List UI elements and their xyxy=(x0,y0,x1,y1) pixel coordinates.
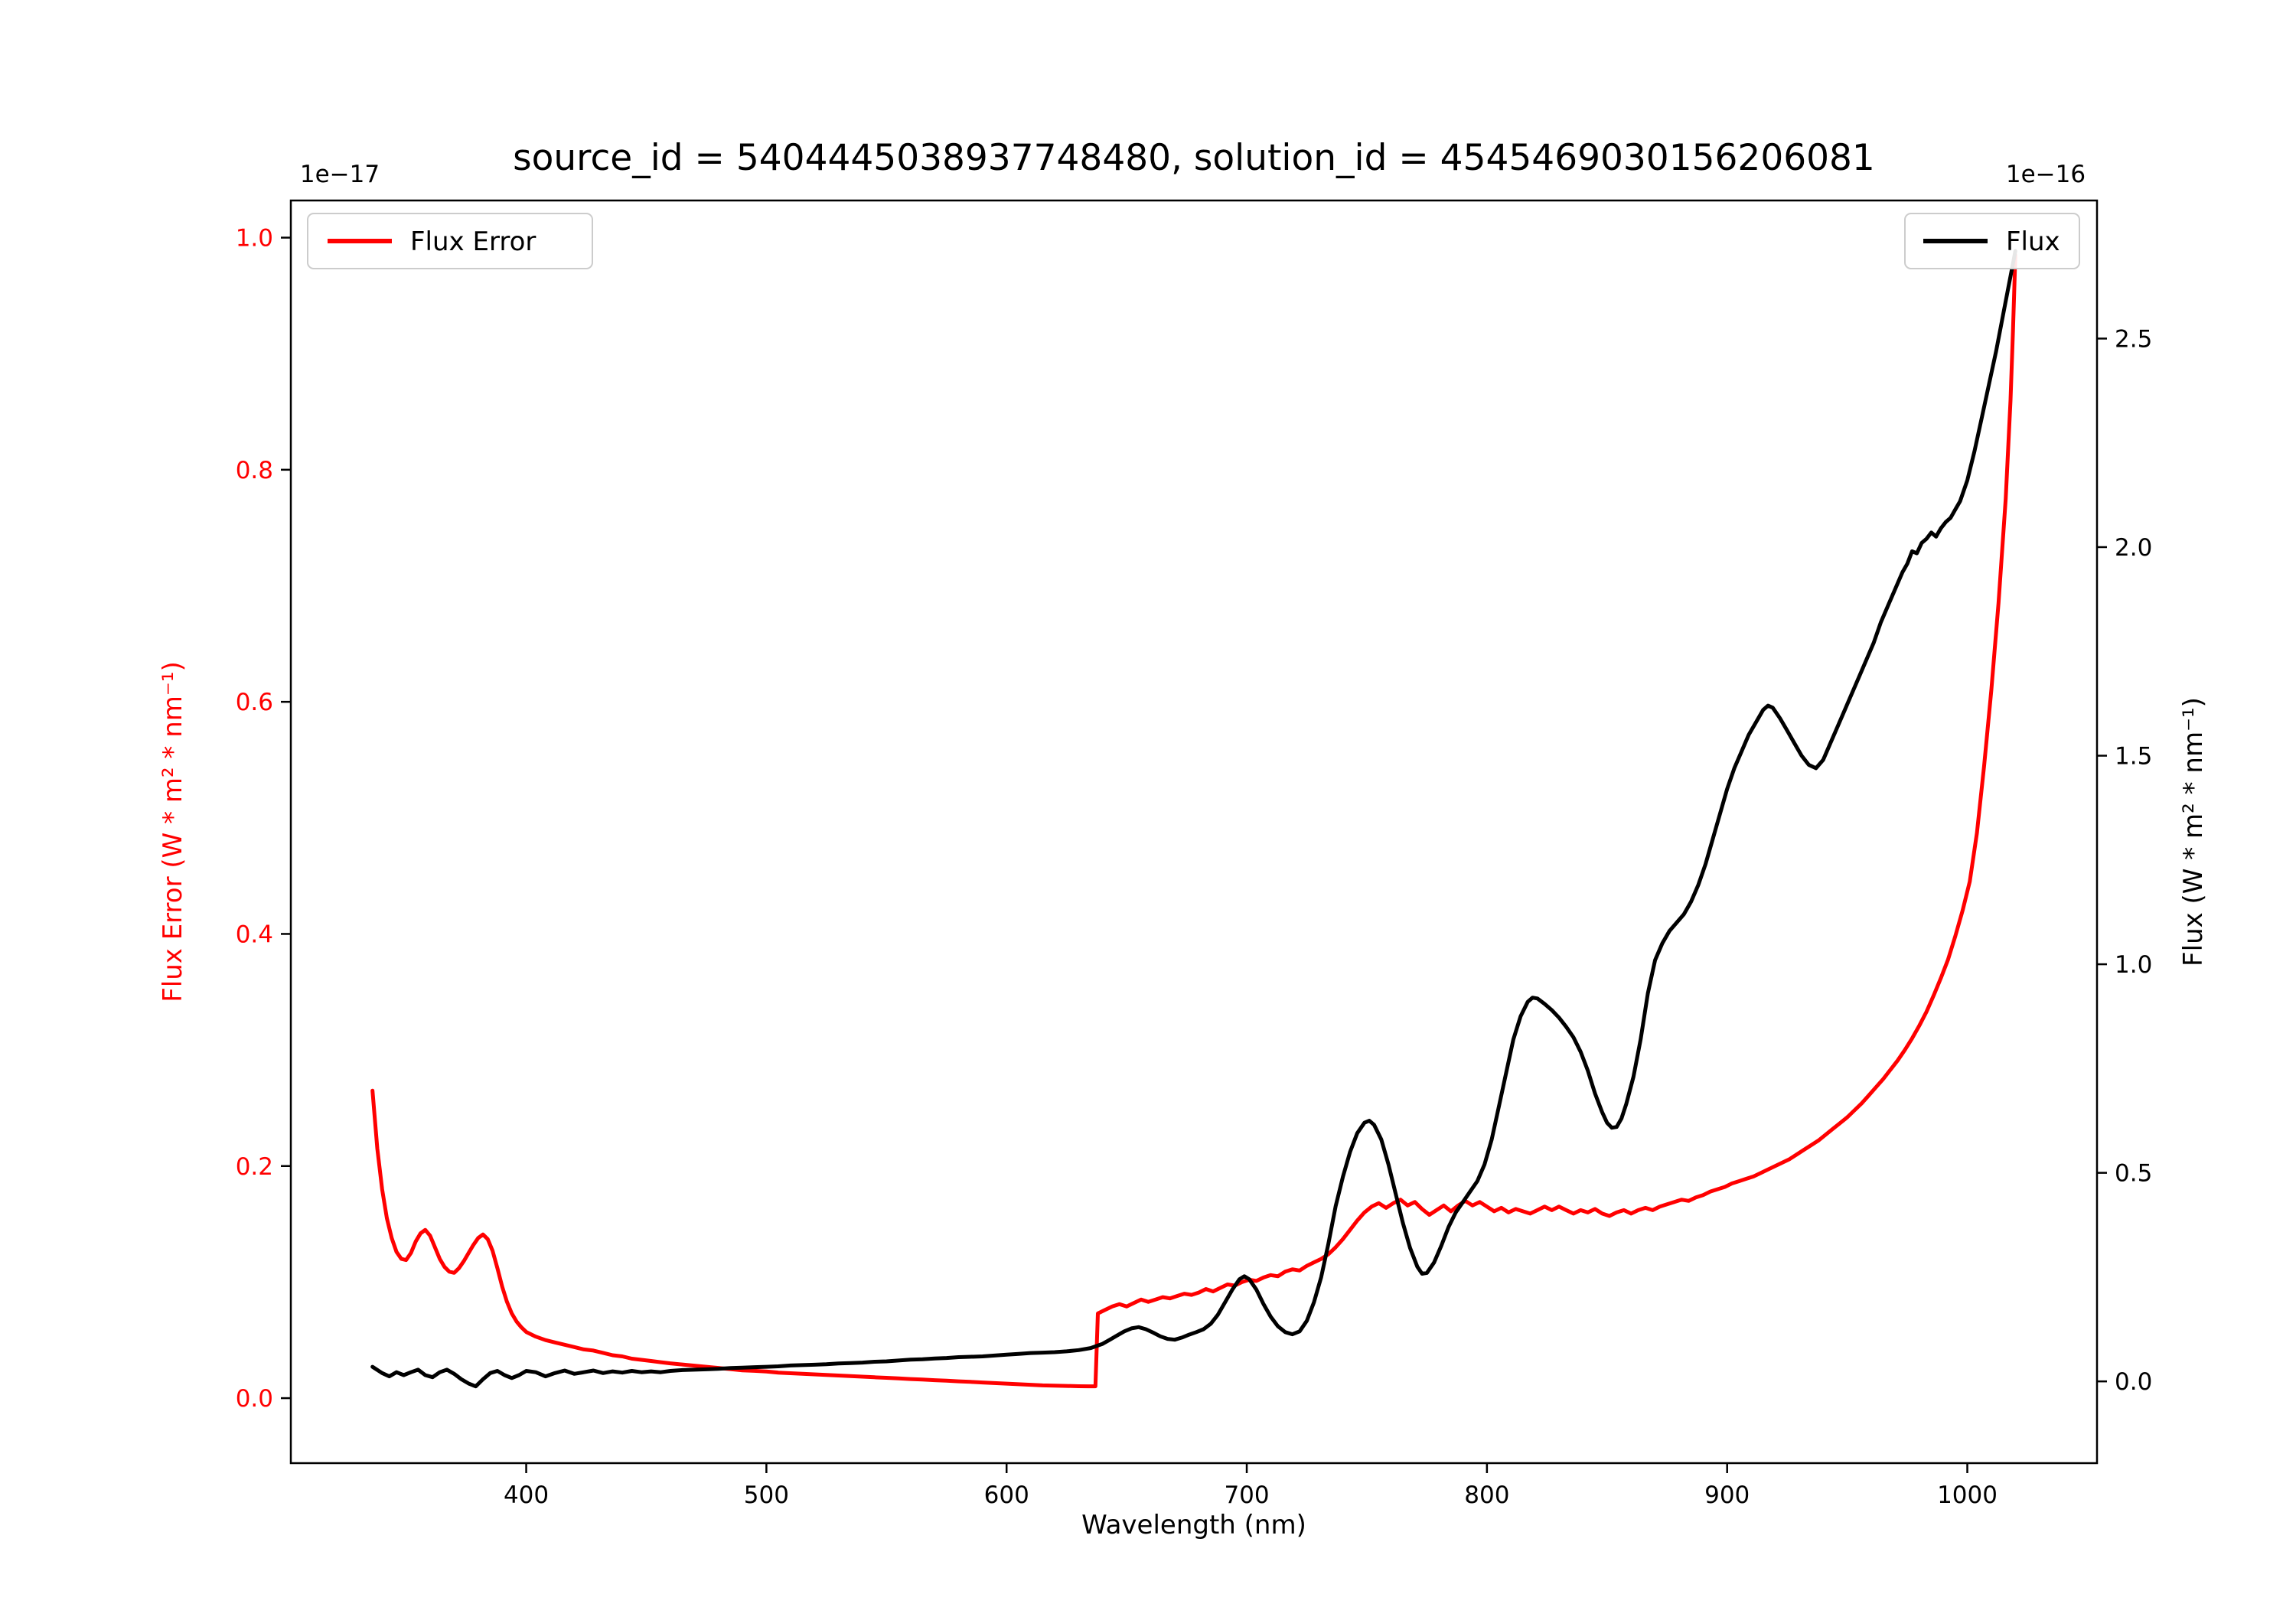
plot-border xyxy=(289,199,2099,1465)
series-line-flux xyxy=(370,249,2017,1389)
x-tick-label: 400 xyxy=(504,1482,549,1509)
x-tick-label: 700 xyxy=(1224,1482,1269,1509)
series-line-flux-error xyxy=(370,253,2017,1389)
right-y-tick-label: 0.0 xyxy=(2115,1368,2152,1396)
left-axis-offset-text: 1e−17 xyxy=(300,161,380,188)
right-y-tick-label: 1.0 xyxy=(2115,951,2152,979)
right-y-axis-label: Flux (W * m² * nm⁻¹) xyxy=(2178,697,2209,966)
x-axis-label: Wavelength (nm) xyxy=(1081,1510,1306,1540)
x-tick-label: 500 xyxy=(744,1482,789,1509)
legend-flux-error: Flux Error xyxy=(307,213,593,269)
left-y-tick-label: 1.0 xyxy=(236,225,273,253)
x-tick-label: 1000 xyxy=(1937,1482,1998,1509)
right-y-tick-label: 2.0 xyxy=(2115,534,2152,562)
chart-title: source_id = 5404445038937748480, solutio… xyxy=(513,137,1875,179)
left-y-axis-label: Flux Error (W * m² * nm⁻¹) xyxy=(158,661,188,1002)
right-y-tick-label: 1.5 xyxy=(2115,743,2152,771)
left-y-tick-label: 0.0 xyxy=(236,1385,273,1413)
x-tick-label: 800 xyxy=(1464,1482,1509,1509)
legend-label-flux-error: Flux Error xyxy=(410,227,536,257)
left-y-tick-label: 0.8 xyxy=(236,457,273,484)
legend-box xyxy=(307,213,593,269)
right-axis-offset-text: 1e−16 xyxy=(2006,161,2086,188)
x-tick-label: 900 xyxy=(1704,1482,1750,1509)
right-y-tick-label: 0.5 xyxy=(2115,1160,2152,1188)
x-tick-label: 600 xyxy=(984,1482,1029,1509)
legend-box xyxy=(1904,213,2080,269)
left-y-tick-label: 0.6 xyxy=(236,689,273,716)
left-y-tick-label: 0.4 xyxy=(236,921,273,948)
legend-label-flux: Flux xyxy=(2006,227,2060,257)
plot-area: 400 500 600 700 800 900 1000 0.0 0.2 0.4 0.6 0.8 1.0… xyxy=(236,199,2152,1509)
legend-flux: Flux xyxy=(1904,213,2080,269)
right-y-tick-label: 2.5 xyxy=(2115,325,2152,353)
left-y-tick-label: 0.2 xyxy=(236,1153,273,1181)
